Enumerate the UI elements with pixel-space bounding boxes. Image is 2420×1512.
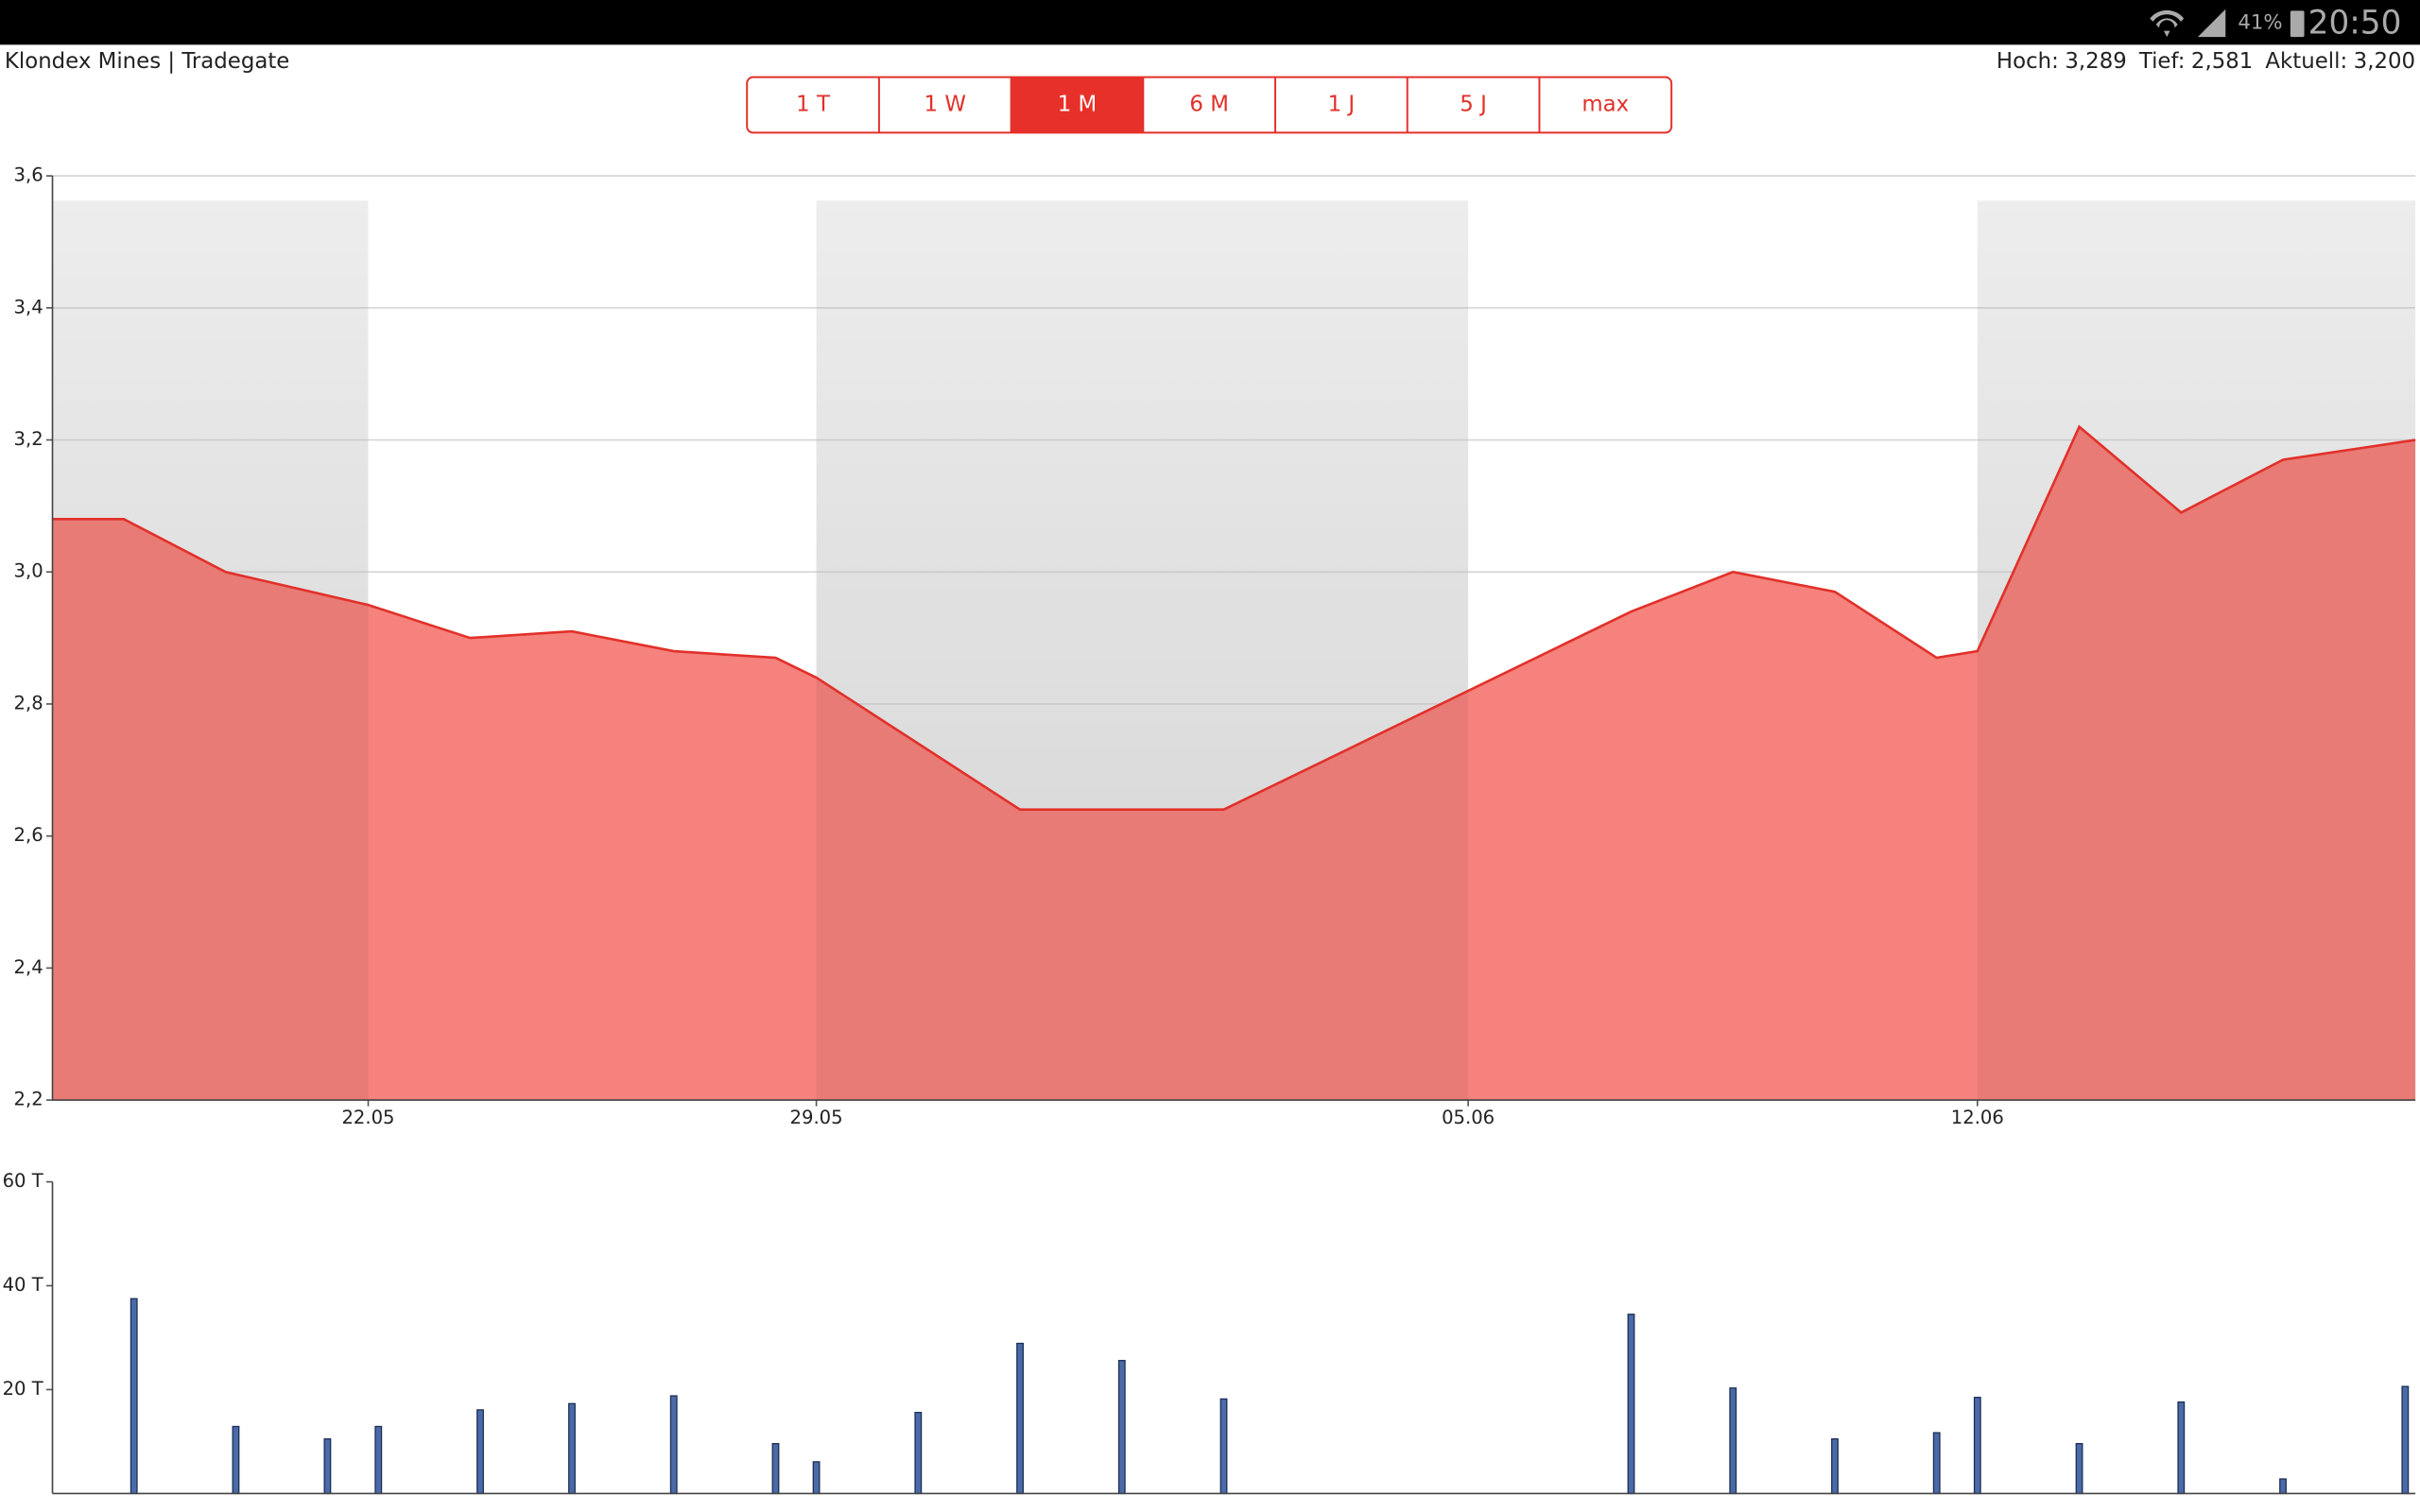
- volume-bar: [1932, 1432, 1941, 1495]
- tab[interactable]: max: [1538, 77, 1629, 133]
- volume-bar: [1729, 1387, 1737, 1495]
- status-icons: [2150, 9, 2305, 38]
- volume-bar: [374, 1425, 383, 1495]
- price-chart: 2,2 2,4 2,6 2,8 3,0 3,2 3,4 3,6 22.05 29.05 05.06 1…: [14, 164, 2416, 1128]
- tab-label[interactable]: max: [1582, 93, 1629, 117]
- price-line: [52, 424, 2416, 812]
- y-tick-label: 2,2: [14, 1089, 43, 1110]
- x-tick-label: 29.05: [790, 1107, 843, 1128]
- volume-bar: [2279, 1478, 2287, 1495]
- volume-bar: [1117, 1360, 1126, 1495]
- band-shade: [1977, 200, 2416, 1101]
- volume-bar: [812, 1461, 821, 1495]
- volume-bar: [2177, 1401, 2186, 1495]
- y-tick-label: 2,4: [14, 956, 43, 978]
- y-tick-label: 2,8: [14, 692, 43, 713]
- stat-label: Hoch:: [1996, 49, 2059, 74]
- volume-bar: [130, 1297, 138, 1495]
- tab-label[interactable]: 1 J: [1328, 93, 1356, 117]
- volume-bar: [669, 1395, 678, 1495]
- range-tabs: 1 T 1 W 1 M 6 M 1 J 5 J max: [746, 76, 1673, 134]
- page-title: Klondex Mines | Tradegate: [5, 49, 289, 74]
- volume-bar: [771, 1442, 780, 1495]
- y-tick-label: 20 T: [3, 1378, 44, 1400]
- tab-label[interactable]: 1 W: [925, 93, 966, 117]
- price-area: [52, 426, 2416, 1101]
- band-shade: [52, 200, 369, 1101]
- y-tick-label: 2,6: [14, 824, 43, 846]
- stat-value: 3,200: [2354, 49, 2415, 74]
- stat-value: 2,581: [2191, 49, 2253, 74]
- volume-bar: [1973, 1397, 1981, 1495]
- tab[interactable]: 1 M: [1010, 77, 1144, 133]
- volume-bar: [914, 1412, 923, 1495]
- volume-bar: [1016, 1342, 1024, 1495]
- y-tick-label: 60 T: [3, 1170, 44, 1192]
- tab[interactable]: 1 T: [796, 93, 831, 117]
- stat-label: Aktuell:: [2265, 49, 2347, 74]
- tab[interactable]: 5 J: [1406, 77, 1487, 133]
- status-bar: [0, 0, 2420, 45]
- volume-bar: [323, 1438, 332, 1495]
- tab[interactable]: 1 W: [877, 77, 966, 133]
- y-tick-label: 3,2: [14, 428, 43, 450]
- band-shade: [816, 200, 1469, 1101]
- x-tick-label: 22.05: [341, 1107, 394, 1128]
- y-tick-label: 40 T: [3, 1274, 44, 1296]
- x-tick-label: 12.06: [1951, 1107, 2004, 1128]
- tab-label[interactable]: 6 M: [1189, 93, 1229, 117]
- tab[interactable]: 1 J: [1274, 77, 1356, 133]
- y-tick-label: 3,4: [14, 296, 43, 318]
- volume-bar: [1627, 1314, 1635, 1495]
- stat-value: 3,289: [2065, 49, 2126, 74]
- volume-bar: [2401, 1385, 2410, 1495]
- stat-label: Tief:: [2138, 49, 2186, 74]
- volume-bar: [568, 1402, 576, 1495]
- battery-percent: 41%: [2238, 10, 2282, 34]
- volume-chart: 20 T 40 T 60 T: [3, 1170, 2416, 1495]
- volume-bar: [232, 1425, 240, 1495]
- tab-label[interactable]: 1 T: [796, 93, 831, 117]
- tabs-frame: [746, 76, 1673, 134]
- tab[interactable]: 6 M: [1142, 77, 1229, 133]
- tab-label[interactable]: 1 M: [1058, 93, 1098, 117]
- tab-label[interactable]: 5 J: [1460, 93, 1487, 117]
- volume-bar: [1219, 1398, 1228, 1495]
- tab-selected-bg: [1011, 77, 1144, 133]
- y-tick-label: 3,6: [14, 164, 43, 186]
- clock: 20:50: [2308, 5, 2402, 43]
- volume-bar: [1831, 1438, 1839, 1495]
- volume-bar: [476, 1409, 484, 1495]
- volume-bar: [2075, 1442, 2083, 1495]
- y-tick-label: 3,0: [14, 560, 43, 582]
- x-tick-label: 05.06: [1442, 1107, 1495, 1128]
